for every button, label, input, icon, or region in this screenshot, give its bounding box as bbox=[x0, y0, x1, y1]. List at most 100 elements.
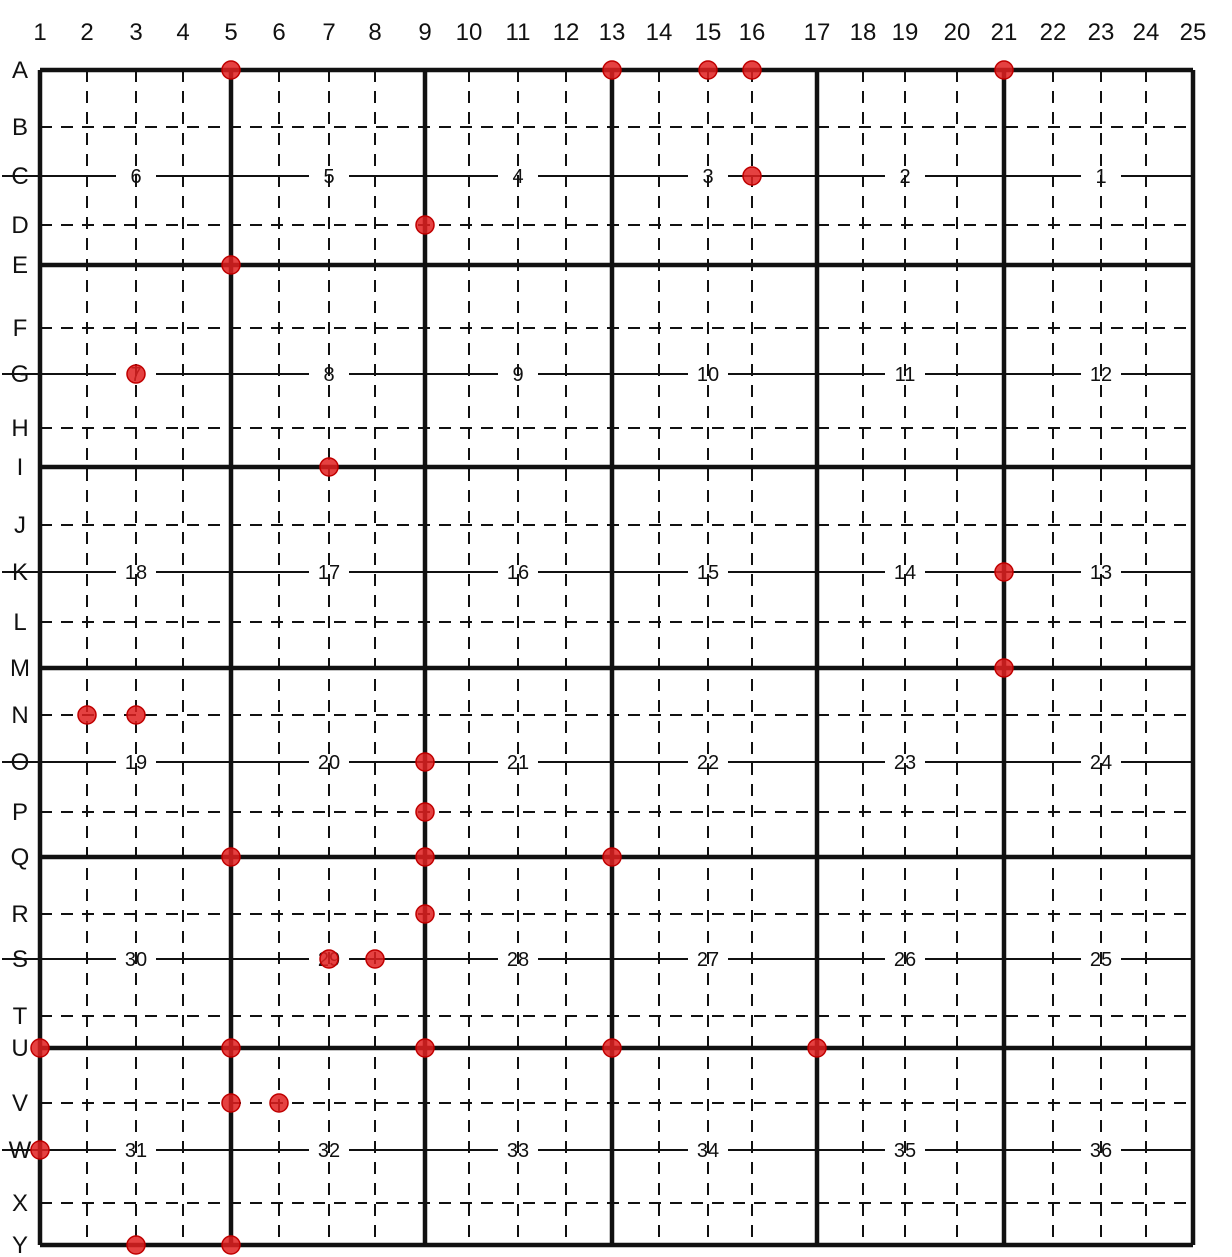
red-marker bbox=[319, 457, 339, 477]
row-label: Y bbox=[12, 1232, 28, 1257]
red-marker bbox=[698, 60, 718, 80]
column-label: 23 bbox=[1088, 19, 1115, 46]
column-label: 2 bbox=[80, 19, 93, 46]
column-label: 21 bbox=[991, 19, 1018, 46]
red-marker bbox=[742, 60, 762, 80]
column-label: 7 bbox=[322, 19, 335, 46]
red-marker bbox=[415, 847, 435, 867]
red-marker bbox=[415, 904, 435, 924]
section-number-label: 28 bbox=[507, 949, 529, 971]
section-number-label: 20 bbox=[318, 752, 340, 774]
section-number-label: 12 bbox=[1090, 364, 1112, 386]
section-number-label: 25 bbox=[1090, 949, 1112, 971]
section-number-label: 32 bbox=[318, 1140, 340, 1162]
section-number-label: 18 bbox=[125, 562, 147, 584]
row-label: P bbox=[12, 799, 28, 826]
red-marker bbox=[30, 1140, 50, 1160]
row-label: J bbox=[14, 512, 26, 539]
red-marker bbox=[415, 752, 435, 772]
red-marker bbox=[269, 1093, 289, 1113]
red-marker bbox=[221, 1235, 241, 1255]
red-marker bbox=[994, 562, 1014, 582]
section-number-label: 24 bbox=[1090, 752, 1112, 774]
column-label: 24 bbox=[1133, 19, 1160, 46]
section-number-label: 15 bbox=[697, 562, 719, 584]
row-label: Q bbox=[11, 844, 30, 871]
section-number-label: 36 bbox=[1090, 1140, 1112, 1162]
column-label: 6 bbox=[272, 19, 285, 46]
section-number-label: 9 bbox=[512, 364, 523, 386]
section-number-label: 2 bbox=[899, 166, 910, 188]
column-label: 18 bbox=[850, 19, 877, 46]
red-marker bbox=[742, 166, 762, 186]
red-marker bbox=[415, 802, 435, 822]
red-marker bbox=[994, 60, 1014, 80]
section-number-label: 35 bbox=[894, 1140, 916, 1162]
row-label: T bbox=[13, 1003, 28, 1030]
red-marker bbox=[602, 60, 622, 80]
section-number-label: 5 bbox=[323, 166, 334, 188]
heavy-grid-lines bbox=[37, 67, 1196, 1248]
row-label: L bbox=[13, 609, 26, 636]
column-label: 20 bbox=[944, 19, 971, 46]
section-number-label: 8 bbox=[323, 364, 334, 386]
column-label: 11 bbox=[506, 19, 531, 46]
row-label: V bbox=[12, 1090, 28, 1117]
column-label: 5 bbox=[224, 19, 237, 46]
row-label: S bbox=[12, 946, 28, 973]
red-marker bbox=[994, 658, 1014, 678]
row-label: W bbox=[9, 1137, 32, 1164]
column-label: 4 bbox=[176, 19, 189, 46]
row-label: F bbox=[13, 315, 28, 342]
row-label: M bbox=[10, 655, 30, 682]
section-number-label: 14 bbox=[894, 562, 916, 584]
row-label: K bbox=[12, 559, 28, 586]
red-marker bbox=[126, 364, 146, 384]
row-label: D bbox=[11, 212, 28, 239]
red-marker bbox=[221, 60, 241, 80]
red-markers bbox=[30, 60, 1014, 1255]
red-marker bbox=[602, 847, 622, 867]
column-label: 25 bbox=[1180, 19, 1207, 46]
section-number-label: 16 bbox=[507, 562, 529, 584]
section-number-label: 4 bbox=[512, 166, 523, 188]
row-label: R bbox=[11, 901, 28, 928]
red-marker bbox=[126, 1235, 146, 1255]
section-number-label: 13 bbox=[1090, 562, 1112, 584]
column-label: 8 bbox=[368, 19, 381, 46]
column-label: 13 bbox=[599, 19, 626, 46]
section-number-label: 11 bbox=[895, 364, 916, 386]
row-label: A bbox=[12, 57, 28, 84]
column-label: 9 bbox=[418, 19, 431, 46]
section-number-label: 3 bbox=[702, 166, 713, 188]
red-marker bbox=[415, 1038, 435, 1058]
row-label: G bbox=[11, 361, 30, 388]
section-number-label: 19 bbox=[125, 752, 147, 774]
red-marker bbox=[126, 705, 146, 725]
red-marker bbox=[602, 1038, 622, 1058]
section-number-lines: 6543217891011121817161514131920212223243… bbox=[2, 166, 1193, 1162]
section-number-label: 26 bbox=[894, 949, 916, 971]
red-marker bbox=[221, 1038, 241, 1058]
column-label: 12 bbox=[553, 19, 580, 46]
red-marker bbox=[415, 215, 435, 235]
row-label: C bbox=[11, 163, 28, 190]
section-number-label: 23 bbox=[894, 752, 916, 774]
column-label: 1 bbox=[33, 19, 46, 46]
red-marker bbox=[221, 847, 241, 867]
red-marker bbox=[319, 949, 339, 969]
section-number-label: 21 bbox=[507, 752, 529, 774]
row-label: H bbox=[11, 415, 28, 442]
section-number-label: 33 bbox=[507, 1140, 529, 1162]
section-number-label: 10 bbox=[697, 364, 719, 386]
red-marker bbox=[221, 1093, 241, 1113]
column-label: 17 bbox=[804, 19, 831, 46]
dashed-grid-lines bbox=[40, 70, 1193, 1245]
red-marker bbox=[30, 1038, 50, 1058]
section-number-label: 31 bbox=[125, 1140, 147, 1162]
row-label: N bbox=[11, 702, 28, 729]
row-label: O bbox=[11, 749, 30, 776]
red-marker bbox=[807, 1038, 827, 1058]
